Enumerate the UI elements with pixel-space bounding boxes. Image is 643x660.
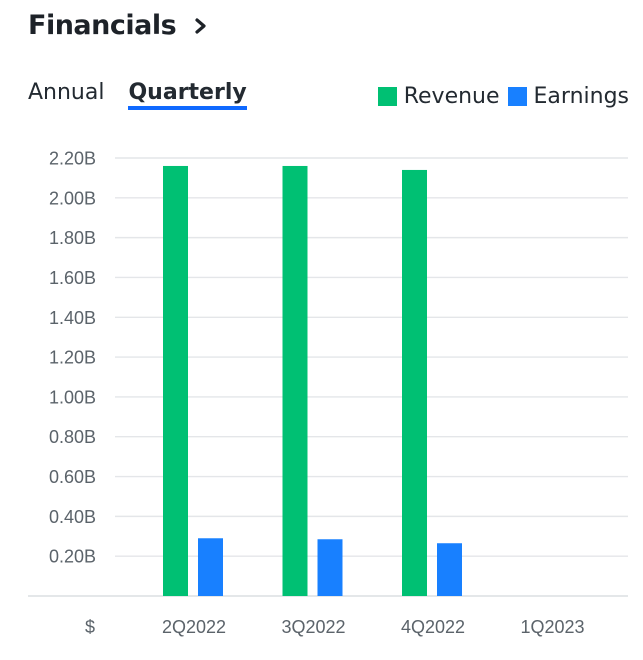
x-tick-label: 3Q2022: [281, 617, 345, 637]
bar-revenue-4q2022[interactable]: [402, 169, 427, 597]
tab-annual[interactable]: Annual: [28, 80, 105, 105]
bar-earnings-3q2022[interactable]: [317, 539, 343, 596]
tab-quarterly[interactable]: Quarterly: [128, 80, 247, 110]
legend-item-earnings: Earnings: [507, 84, 629, 109]
period-tabs: Annual Quarterly: [28, 80, 247, 110]
axis-unit-label: $: [85, 617, 95, 637]
x-tick-label: 4Q2022: [401, 617, 465, 637]
y-tick-label: 0.80B: [49, 427, 96, 447]
financials-header[interactable]: Financials: [28, 10, 212, 41]
legend-item-revenue: Revenue: [377, 84, 500, 109]
page-title[interactable]: Financials: [28, 10, 177, 41]
bar-revenue-2q2022[interactable]: [163, 165, 188, 597]
bar-earnings-2q2022[interactable]: [198, 538, 223, 596]
y-tick-label: 0.60B: [49, 467, 96, 487]
x-tick-label: 1Q2023: [520, 617, 584, 637]
bar-earnings-4q2022[interactable]: [437, 543, 462, 596]
y-tick-label: 0.20B: [49, 547, 96, 567]
y-tick-label: 1.40B: [49, 308, 96, 328]
y-tick-label: 0.40B: [49, 507, 96, 527]
chart-legend: Revenue Earnings: [370, 84, 629, 109]
bar-revenue-3q2022[interactable]: [282, 165, 308, 597]
legend-label-revenue: Revenue: [403, 84, 500, 109]
y-tick-label: 1.20B: [49, 348, 96, 368]
chevron-right-icon[interactable]: [190, 13, 212, 39]
x-tick-label: 2Q2022: [162, 617, 226, 637]
legend-label-earnings: Earnings: [533, 84, 629, 109]
y-tick-label: 2.00B: [49, 188, 96, 208]
legend-swatch-earnings: [507, 87, 527, 106]
y-tick-label: 1.60B: [49, 268, 96, 288]
y-tick-label: 2.20B: [49, 149, 96, 169]
y-tick-label: 1.00B: [49, 387, 96, 407]
y-tick-label: 1.80B: [49, 228, 96, 248]
legend-swatch-revenue: [377, 87, 397, 106]
